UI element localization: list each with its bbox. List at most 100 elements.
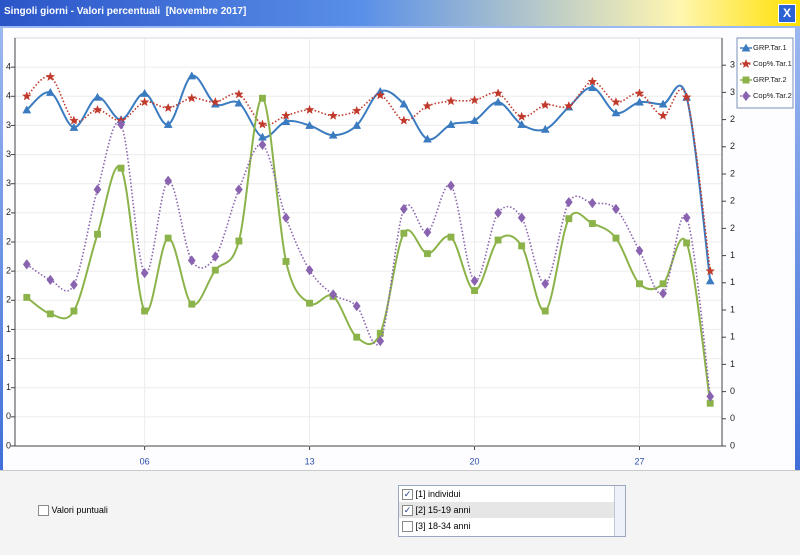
data-point [186,93,197,103]
data-point [398,115,409,125]
data-point [70,307,78,315]
data-point [234,184,243,195]
list-box: ✓ [1] individui ✓ [2] 15-19 anni [3] 18-3… [398,485,626,537]
data-point [658,110,668,120]
data-point [188,300,196,308]
data-point [587,83,597,91]
y2-tick-label: 1 [730,359,735,369]
data-point [233,89,244,99]
data-point [612,203,620,215]
y-tick-label: 0 [6,411,11,421]
data-point [659,280,667,288]
list-item[interactable]: [3] 18-34 anni [399,518,625,534]
data-point [211,251,220,262]
data-point [92,104,103,115]
list-item[interactable]: ✓ [1] individui [399,486,625,502]
legend-label: GRP.Tar.2 [753,75,787,84]
data-point [447,180,455,191]
data-point [211,266,219,274]
data-point [540,124,550,133]
data-point [187,255,196,266]
data-point [93,184,102,195]
data-point [140,267,149,279]
x-tick-label: 20 [470,456,480,466]
window-title: Singoli giorni - Valori percentuali [Nov… [4,6,247,17]
x-tick-label: 13 [305,456,315,466]
data-point [210,96,221,107]
data-point [282,257,290,265]
data-point [705,276,715,285]
y2-tick-label: 3 [730,87,735,97]
data-point [281,110,291,120]
y2-tick-label: 2 [730,114,735,124]
data-point [564,196,573,208]
y2-tick-label: 2 [730,223,735,233]
data-point [139,96,150,107]
data-point [69,115,79,125]
data-point [45,87,55,96]
data-point [117,164,125,172]
data-point [376,335,385,347]
checkbox[interactable] [38,505,49,517]
data-point [470,116,479,125]
close-button[interactable]: X [778,4,796,23]
data-point [494,207,503,219]
data-point [563,100,574,111]
data-point [422,100,433,111]
data-point [705,266,716,276]
data-point [659,288,667,299]
data-point [612,234,620,242]
y-tick-label: 2 [6,236,11,246]
data-point [611,96,621,107]
data-point [69,122,79,131]
legend-label: GRP.Tar.1 [753,43,787,52]
scrollbar[interactable] [614,486,625,536]
legend: GRP.Tar.1 Cop%.Tar.1 GRP.Tar.2 Cop%.Tar.2 [736,37,794,109]
data-point [163,102,174,113]
data-point [683,239,691,247]
data-point [446,96,456,106]
y2-tick-label: 1 [730,304,735,314]
y-tick-label: 3 [6,120,11,130]
y2-tick-label: 2 [730,168,735,178]
data-point [658,99,668,108]
data-point [140,88,150,97]
list-item[interactable]: ✓ [2] 15-19 anni [399,502,625,518]
data-point [422,134,432,143]
chart: 0 0 1 1 1 2 2 2 2 3 3 3 4 4 0 0 0 1 1 1 1 1 2 2 2 2 2 3 3 06 13 20 27 GRP… [3,28,795,470]
checkbox-row[interactable]: Valori puntuali [38,505,108,517]
data-point [588,197,597,209]
data-point [681,92,692,102]
data-point [682,212,691,223]
y2-tick-label: 0 [730,386,735,396]
data-point [399,203,408,215]
title-bar: Singoli giorni - Valori percentuali [Nov… [0,0,800,26]
legend-marker [741,58,751,69]
data-point [93,92,102,101]
data-point [493,88,504,98]
data-point [587,76,598,86]
data-point [399,99,409,108]
data-point [400,229,408,237]
data-point [258,139,267,151]
data-point [352,120,362,129]
checkbox[interactable] [402,521,413,533]
data-point [353,333,361,341]
y2-tick-label: 3 [730,60,735,70]
data-point [635,245,644,256]
data-point [281,117,291,125]
legend-label: Cop%.Tar.2 [753,91,792,100]
y-tick-label: 0 [6,440,11,450]
checkbox[interactable]: ✓ [402,505,413,517]
x-tick-label: 27 [635,456,645,466]
chart-area: 0 0 1 1 1 2 2 2 2 3 3 3 4 4 0 0 0 1 1 1 1 1 2 2 2 2 2 3 3 06 13 20 27 GRP… [0,26,800,470]
data-point [634,88,645,98]
data-point [328,130,338,139]
data-point [117,119,125,130]
checkbox[interactable]: ✓ [402,489,413,501]
data-point [351,105,362,116]
y2-tick-label: 1 [730,277,735,287]
y-tick-label: 3 [6,178,11,188]
data-point [541,278,550,289]
